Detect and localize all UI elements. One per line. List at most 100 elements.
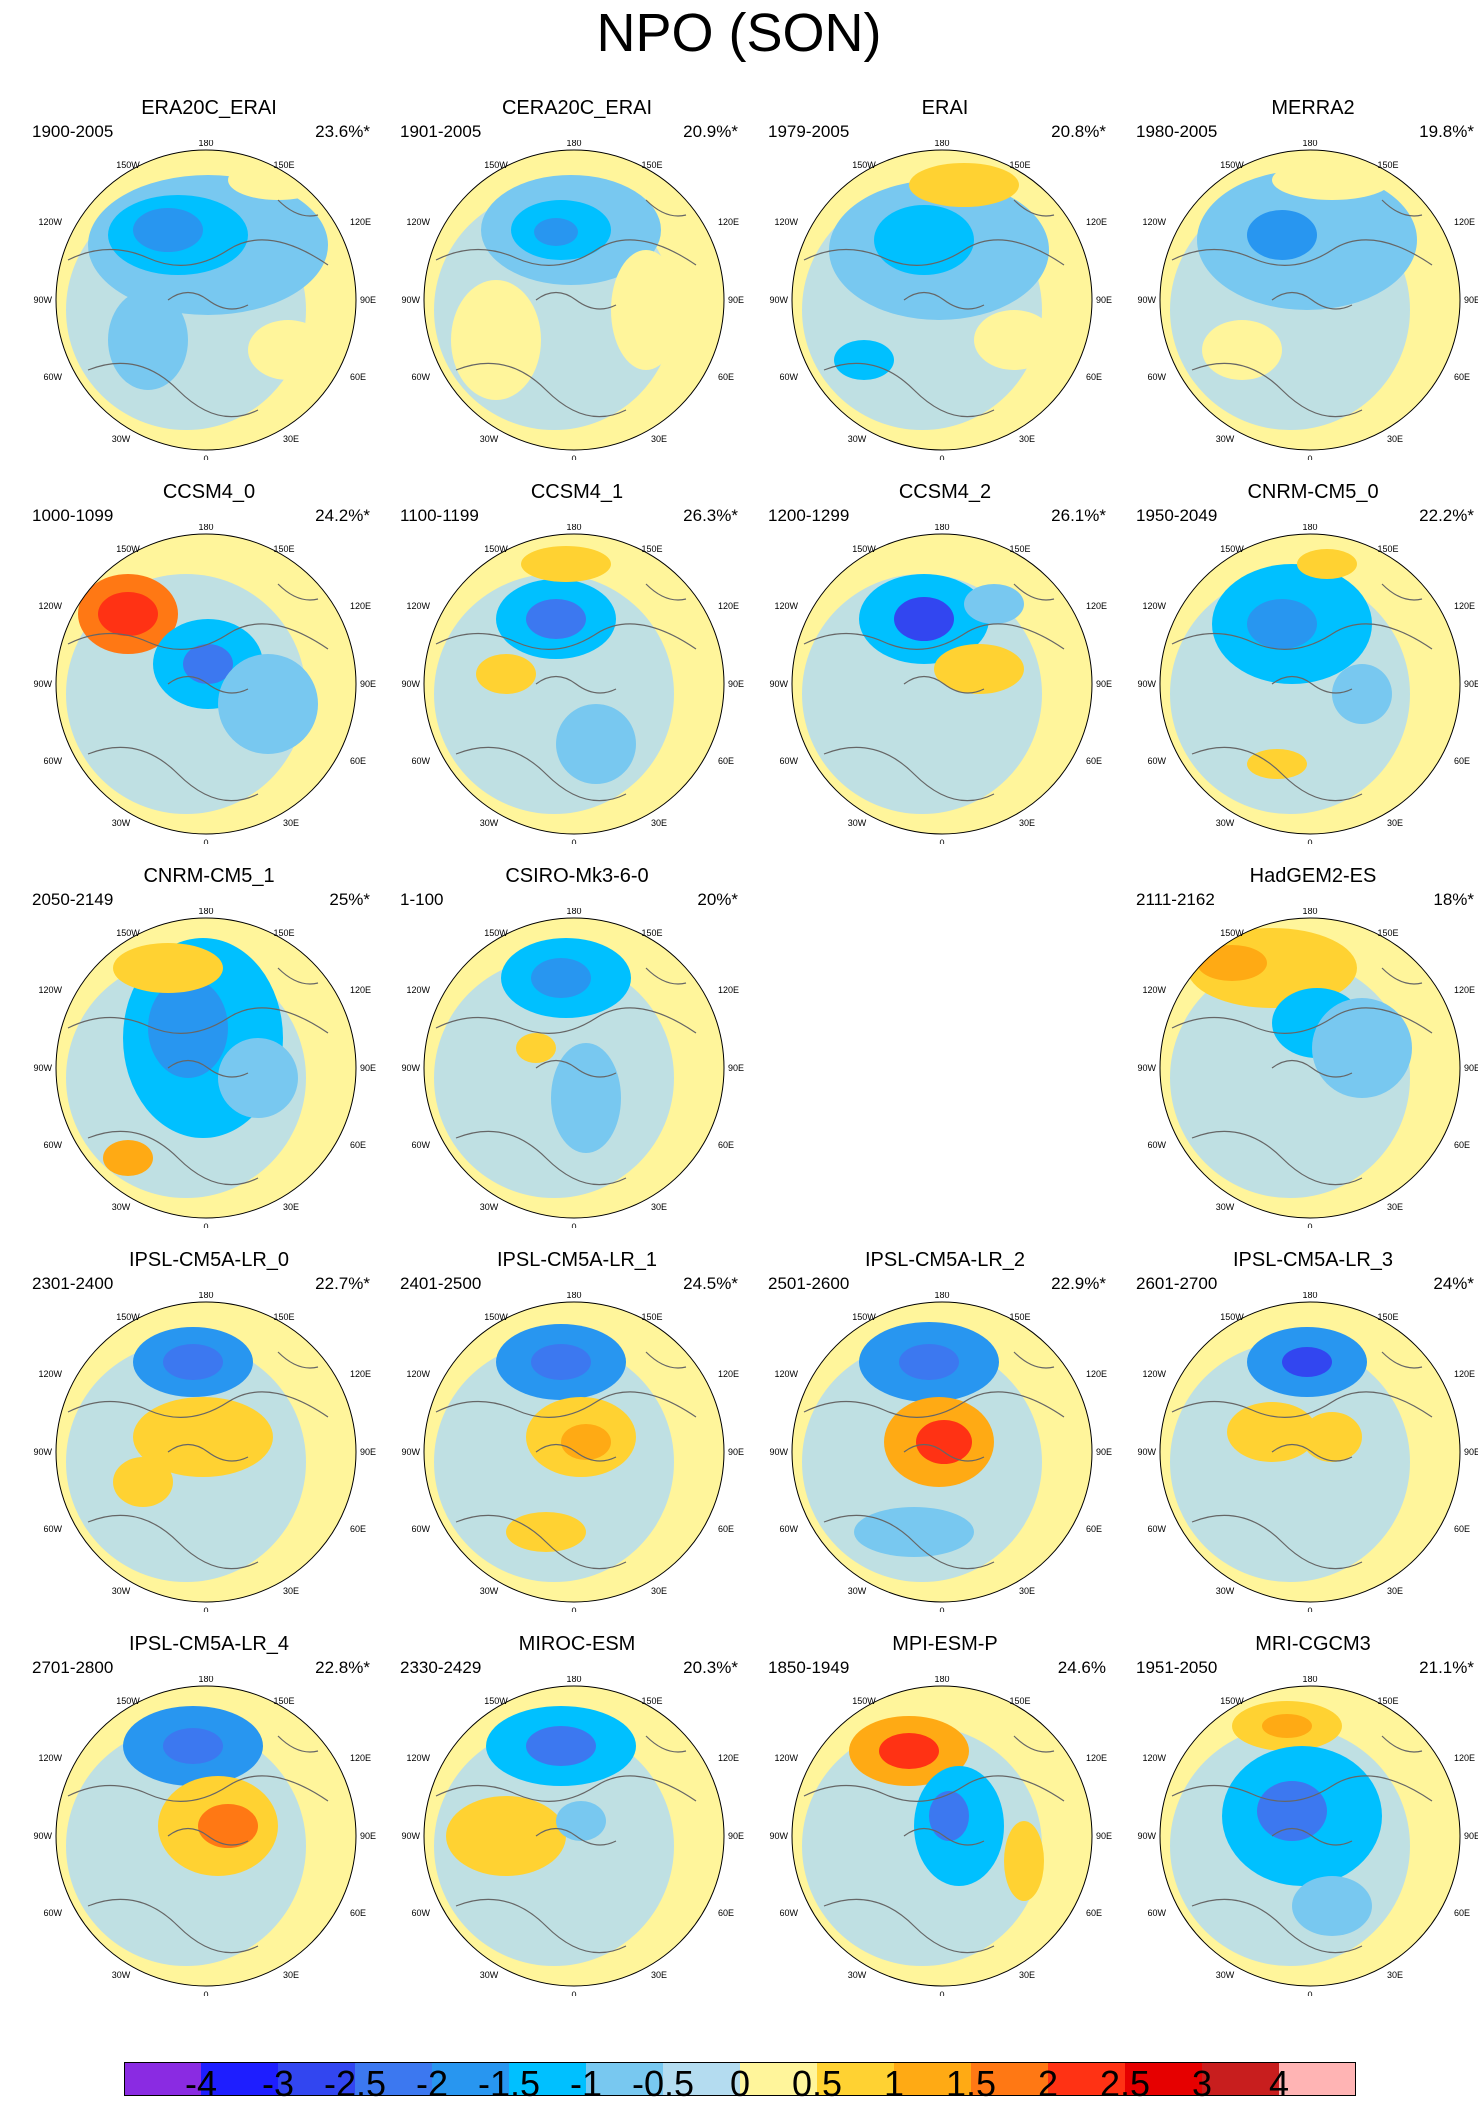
anomaly-contour bbox=[834, 340, 894, 380]
map-boundary bbox=[423, 1685, 725, 1987]
colorbar-tick-label: 4 bbox=[1268, 2063, 1290, 2104]
longitude-label: 60E bbox=[1454, 1908, 1470, 1918]
panel-explained-variance: 20.3%* bbox=[683, 1658, 738, 1677]
polar-map: 180 150W 150E 120W 120E 90W 90E 60W 60E 30W 30E 0 bbox=[33, 908, 376, 1228]
longitude-label: 0 bbox=[939, 1606, 944, 1612]
anomaly-contour bbox=[1247, 749, 1307, 779]
polar-map: 180 150W 150E 120W 120E 90W 90E 60W 60E 30W 30E 0 bbox=[33, 1676, 376, 1996]
panel-period: 1950-2049 bbox=[1136, 506, 1218, 525]
longitude-label: 180 bbox=[198, 140, 213, 148]
longitude-label: 90W bbox=[33, 1447, 52, 1457]
longitude-label: 150W bbox=[116, 1696, 140, 1706]
longitude-label: 120W bbox=[38, 1753, 62, 1763]
longitude-label: 90W bbox=[769, 1447, 788, 1457]
longitude-label: 0 bbox=[203, 454, 208, 460]
colorbar-tick-label: -2.5 bbox=[323, 2063, 387, 2104]
anomaly-contour bbox=[551, 1043, 621, 1153]
map-boundary bbox=[1159, 1685, 1461, 1987]
longitude-label: 0 bbox=[939, 1990, 944, 1996]
colorbar-tick-label: 0 bbox=[729, 2063, 751, 2104]
anomaly-contour bbox=[108, 290, 188, 390]
longitude-label: 90W bbox=[33, 295, 52, 305]
panel-title: CSIRO-Mk3-6-0 bbox=[505, 865, 649, 887]
colorbar-tick-label: -1.5 bbox=[477, 2063, 541, 2104]
longitude-label: 60W bbox=[779, 756, 798, 766]
panel-period: 2601-2700 bbox=[1136, 1274, 1218, 1293]
anomaly-contour bbox=[103, 1140, 153, 1176]
longitude-label: 30E bbox=[283, 1586, 299, 1596]
longitude-label: 180 bbox=[934, 140, 949, 148]
longitude-label: 120E bbox=[1086, 1753, 1107, 1763]
longitude-label: 60W bbox=[43, 372, 62, 382]
coastlines bbox=[1171, 1735, 1433, 1954]
panel-period: 1000-1099 bbox=[32, 506, 114, 525]
longitude-label: 30W bbox=[1216, 1970, 1235, 1980]
longitude-label: 60E bbox=[1454, 1524, 1470, 1534]
map-boundary bbox=[1159, 917, 1461, 1219]
longitude-label: 180 bbox=[566, 140, 581, 148]
colorbar-segment bbox=[278, 2062, 356, 2096]
longitude-label: 120E bbox=[1454, 601, 1475, 611]
longitude-label: 180 bbox=[1302, 524, 1317, 532]
longitude-label: 60E bbox=[1454, 1140, 1470, 1150]
map-panel: CSIRO-Mk3-6-0 1-100 20%* 180 150W 150E 120W 120… bbox=[396, 864, 758, 1228]
colorbar-segment bbox=[124, 2062, 202, 2096]
longitude-label: 180 bbox=[198, 524, 213, 532]
longitude-label: 90W bbox=[33, 1063, 52, 1073]
map-boundary bbox=[55, 1301, 357, 1603]
anomaly-contour bbox=[934, 644, 1024, 694]
colorbar-tick-label: 1.5 bbox=[945, 2063, 997, 2104]
map-boundary bbox=[55, 533, 357, 835]
longitude-label: 90E bbox=[1096, 295, 1112, 305]
longitude-label: 0 bbox=[571, 1990, 576, 1996]
anomaly-contour bbox=[1202, 320, 1282, 380]
longitude-label: 30E bbox=[1019, 434, 1035, 444]
polar-map: 180 150W 150E 120W 120E 90W 90E 60W 60E 30W 30E 0 bbox=[33, 1292, 376, 1612]
colorbar-tick-label: -1 bbox=[569, 2063, 603, 2104]
coastlines bbox=[435, 199, 697, 418]
longitude-label: 150W bbox=[484, 160, 508, 170]
anomaly-contour bbox=[1282, 1347, 1332, 1377]
longitude-label: 30E bbox=[651, 1202, 667, 1212]
anomaly-contour bbox=[1272, 160, 1392, 200]
polar-map: 180 150W 150E 120W 120E 90W 90E 60W 60E 30W 30E 0 bbox=[401, 524, 744, 844]
polar-map: 180 150W 150E 120W 120E 90W 90E 60W 60E 30W 30E 0 bbox=[769, 140, 1112, 460]
longitude-label: 120W bbox=[38, 601, 62, 611]
longitude-label: 60E bbox=[350, 372, 366, 382]
panel-title: CCSM4_1 bbox=[530, 481, 624, 503]
polar-map: 180 150W 150E 120W 120E 90W 90E 60W 60E 30W 30E 0 bbox=[769, 524, 1112, 844]
map-panel: IPSL-CM5A-LR_2 2501-2600 22.9%* 180 150W 150E… bbox=[764, 1248, 1126, 1612]
longitude-label: 150W bbox=[1220, 928, 1244, 938]
anomaly-contour bbox=[1257, 1781, 1327, 1841]
longitude-label: 30W bbox=[1216, 434, 1235, 444]
polar-map: 180 150W 150E 120W 120E 90W 90E 60W 60E 30W 30E 0 bbox=[1137, 1676, 1478, 1996]
coastlines bbox=[1171, 199, 1433, 418]
coastlines bbox=[435, 967, 697, 1186]
map-panel: MIROC-ESM 2330-2429 20.3%* 180 150W 150E 120W 1… bbox=[396, 1632, 758, 1996]
longitude-label: 90W bbox=[1137, 1447, 1156, 1457]
panel-title: MRI-CGCM3 bbox=[1255, 1633, 1371, 1655]
longitude-label: 120W bbox=[1142, 1753, 1166, 1763]
anomaly-contour bbox=[531, 1344, 591, 1380]
longitude-label: 180 bbox=[1302, 1292, 1317, 1300]
longitude-label: 150W bbox=[116, 160, 140, 170]
coastlines bbox=[803, 199, 1065, 418]
longitude-label: 90E bbox=[360, 1831, 376, 1841]
longitude-label: 90W bbox=[401, 1831, 420, 1841]
coastlines bbox=[67, 1735, 329, 1954]
longitude-label: 30W bbox=[112, 1202, 131, 1212]
polar-map: 180 150W 150E 120W 120E 90W 90E 60W 60E 30W 30E 0 bbox=[33, 524, 376, 844]
longitude-label: 90W bbox=[769, 295, 788, 305]
longitude-label: 90E bbox=[728, 679, 744, 689]
anomaly-contour bbox=[561, 1424, 611, 1460]
colorbar-tick-label: 1 bbox=[883, 2063, 905, 2104]
longitude-label: 90W bbox=[1137, 679, 1156, 689]
colorbar-segment bbox=[355, 2062, 433, 2096]
longitude-label: 0 bbox=[571, 838, 576, 844]
longitude-label: 150E bbox=[641, 1696, 662, 1706]
anomaly-contour bbox=[113, 1457, 173, 1507]
anomaly-contour bbox=[1004, 1821, 1044, 1901]
longitude-label: 180 bbox=[934, 1292, 949, 1300]
anomaly-contour bbox=[879, 1733, 939, 1769]
map-panel: CCSM4_0 1000-1099 24.2%* 180 150W 150E 120W 120… bbox=[28, 480, 390, 844]
